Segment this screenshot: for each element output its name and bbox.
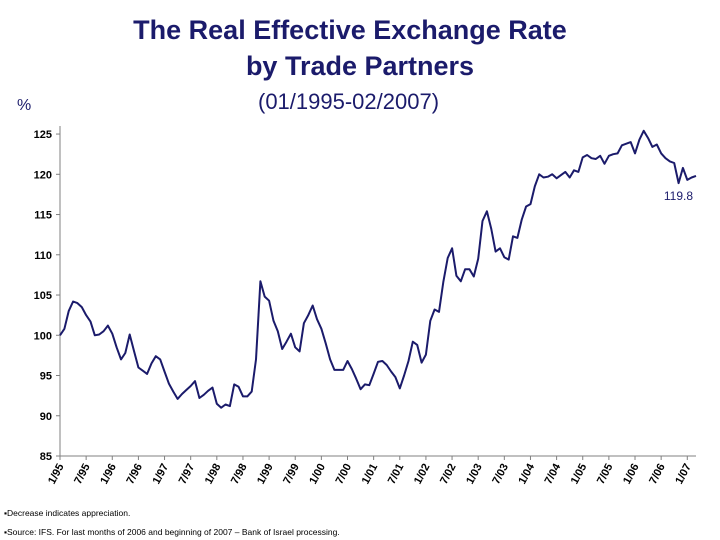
x-tick-label: 7/01 bbox=[386, 462, 407, 487]
x-tick-label: 1/00 bbox=[307, 462, 328, 487]
plot-area: 119.8 bbox=[59, 129, 697, 409]
end-value-label: 119.8 bbox=[664, 189, 693, 203]
y-tick-label: 100 bbox=[34, 330, 52, 342]
x-tick-label: 7/06 bbox=[647, 462, 668, 487]
x-tick-label: 7/95 bbox=[72, 462, 93, 487]
y-tick-label: 85 bbox=[40, 451, 52, 463]
x-tick-label: 7/00 bbox=[334, 462, 355, 487]
x-tick-label: 1/04 bbox=[516, 461, 537, 486]
x-tick-label: 1/06 bbox=[621, 462, 642, 487]
x-tick-label: 1/96 bbox=[98, 462, 119, 487]
x-tick-label: 7/04 bbox=[543, 461, 564, 486]
y-tick-label: 105 bbox=[34, 290, 52, 302]
x-tick-label: 7/98 bbox=[229, 462, 250, 487]
x-tick-label: 1/95 bbox=[46, 462, 67, 487]
x-tick-label: 1/01 bbox=[360, 462, 381, 487]
y-axis: 85 90 95 100 105 110 115 120 125 bbox=[34, 126, 61, 463]
x-tick-label: 1/05 bbox=[569, 462, 590, 487]
y-tick-label: 115 bbox=[34, 210, 52, 222]
chart-title-line-2: by Trade Partners bbox=[245, 51, 475, 81]
x-tick-label: 1/02 bbox=[412, 462, 433, 487]
x-tick-label: 7/05 bbox=[595, 462, 616, 487]
y-tick-label: 90 bbox=[40, 411, 52, 423]
x-tick-label: 7/02 bbox=[438, 462, 459, 487]
x-tick-label: 1/98 bbox=[203, 462, 224, 487]
x-axis: 1/95 7/95 1/96 7/96 1/97 7/97 1/98 7/98 1/99 7/99… bbox=[46, 455, 696, 487]
x-tick-label: 1/07 bbox=[673, 462, 694, 487]
x-tick-label: 1/03 bbox=[464, 462, 485, 487]
x-tick-label: 1/97 bbox=[151, 462, 172, 487]
y-tick-label: 95 bbox=[40, 371, 52, 383]
x-tick-label: 7/96 bbox=[124, 462, 145, 487]
series-line bbox=[59, 129, 697, 409]
x-tick-label: 7/03 bbox=[490, 462, 511, 487]
x-tick-label: 7/99 bbox=[281, 462, 302, 487]
footnote-source: ▪Source: IFS. For last months of 2006 an… bbox=[4, 527, 340, 537]
x-tick-label: 1/99 bbox=[255, 462, 276, 487]
y-tick-label: 110 bbox=[34, 250, 52, 262]
chart-title-line-1: The Real Effective Exchange Rate bbox=[133, 15, 567, 45]
y-tick-label: 120 bbox=[34, 169, 52, 181]
chart-subtitle: (01/1995-02/2007) bbox=[258, 89, 440, 114]
footnote-appreciation: ▪Decrease indicates appreciation. bbox=[4, 508, 131, 518]
x-tick-label: 7/97 bbox=[177, 462, 198, 487]
y-tick-label: 125 bbox=[34, 129, 52, 141]
y-axis-unit-label: % bbox=[17, 97, 32, 114]
